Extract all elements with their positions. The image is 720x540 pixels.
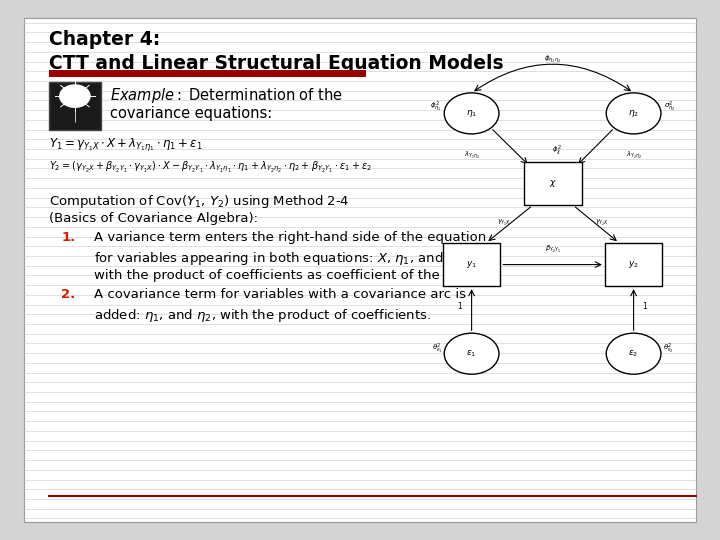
- Text: $1$: $1$: [642, 300, 648, 311]
- Text: $\chi$: $\chi$: [549, 178, 557, 189]
- Text: Chapter 4:: Chapter 4:: [49, 30, 161, 49]
- Circle shape: [606, 93, 661, 134]
- Text: $Y_1 = \gamma_{Y_1 X} \cdot X + \lambda_{Y_1 \eta_1} \cdot \eta_1 + \varepsilon_: $Y_1 = \gamma_{Y_1 X} \cdot X + \lambda_…: [49, 136, 203, 153]
- Text: $\eta_2$: $\eta_2$: [628, 108, 639, 119]
- Text: $\phi^2_{\eta_1}$: $\phi^2_{\eta_1}$: [430, 99, 441, 113]
- Text: $\phi_{\eta_1\eta_2}$: $\phi_{\eta_1\eta_2}$: [544, 53, 561, 65]
- Text: Computation of Cov($Y_1$, $Y_2$) using Method 2-4: Computation of Cov($Y_1$, $Y_2$) using M…: [49, 193, 349, 210]
- Text: $\sigma^2_{\eta_2}$: $\sigma^2_{\eta_2}$: [664, 99, 675, 113]
- Text: $\theta^2_{\varepsilon_1}$: $\theta^2_{\varepsilon_1}$: [432, 342, 442, 356]
- Bar: [524, 162, 582, 205]
- Text: $\beta_{Y_2 Y_1}$: $\beta_{Y_2 Y_1}$: [545, 244, 560, 255]
- Text: A covariance term for variables with a covariance arc is: A covariance term for variables with a c…: [94, 288, 466, 301]
- Text: $\lambda_{Y_2\eta_2}$: $\lambda_{Y_2\eta_2}$: [626, 150, 642, 161]
- Text: $\theta^2_{\varepsilon_2}$: $\theta^2_{\varepsilon_2}$: [663, 342, 673, 356]
- Text: $\eta_1$: $\eta_1$: [466, 108, 477, 119]
- Text: $\gamma_{Y_1 X}$: $\gamma_{Y_1 X}$: [497, 218, 511, 228]
- Text: 2.: 2.: [61, 288, 76, 301]
- Text: covariance equations:: covariance equations:: [110, 106, 272, 122]
- Text: $\varepsilon_1$: $\varepsilon_1$: [467, 348, 477, 359]
- Text: $\varepsilon_2$: $\varepsilon_2$: [629, 348, 639, 359]
- Circle shape: [59, 84, 91, 108]
- Bar: [443, 243, 500, 286]
- Text: $y_2$: $y_2$: [628, 259, 639, 270]
- Text: A variance term enters the right-hand side of the equation: A variance term enters the right-hand si…: [94, 231, 486, 244]
- Bar: [49, 82, 101, 130]
- Text: CTT and Linear Structural Equation Models: CTT and Linear Structural Equation Model…: [49, 54, 503, 73]
- Text: $\phi^2_\chi$: $\phi^2_\chi$: [552, 143, 562, 158]
- Text: (Basics of Covariance Algebra):: (Basics of Covariance Algebra):: [49, 212, 258, 225]
- Text: |: |: [73, 111, 76, 122]
- Bar: [49, 70, 366, 77]
- Text: $\lambda_{Y_1\eta_1}$: $\lambda_{Y_1\eta_1}$: [464, 150, 480, 161]
- FancyBboxPatch shape: [24, 18, 696, 522]
- Circle shape: [444, 93, 499, 134]
- Circle shape: [606, 333, 661, 374]
- Text: $y_1$: $y_1$: [466, 259, 477, 270]
- Circle shape: [444, 333, 499, 374]
- Text: $\gamma_{Y_2 X}$: $\gamma_{Y_2 X}$: [595, 218, 609, 228]
- Text: with the product of coefficients as coefficient of the terms.: with the product of coefficients as coef…: [94, 269, 486, 282]
- Text: for variables appearing in both equations: $X$, $\eta_1$, and $\varepsilon_1$,: for variables appearing in both equation…: [94, 250, 464, 267]
- Text: added: $\eta_1$, and $\eta_2$, with the product of coefficients.: added: $\eta_1$, and $\eta_2$, with the …: [94, 307, 431, 323]
- Text: $\mathit{Example:}$ Determination of the: $\mathit{Example:}$ Determination of the: [110, 86, 343, 105]
- Text: $1$: $1$: [457, 300, 463, 311]
- Text: $Y_2 = \left(\gamma_{Y_2 X} + \beta_{Y_2 Y_1} \cdot \gamma_{Y_1 X}\right) \cdot : $Y_2 = \left(\gamma_{Y_2 X} + \beta_{Y_2…: [49, 159, 372, 174]
- Bar: [605, 243, 662, 286]
- Text: 1.: 1.: [61, 231, 76, 244]
